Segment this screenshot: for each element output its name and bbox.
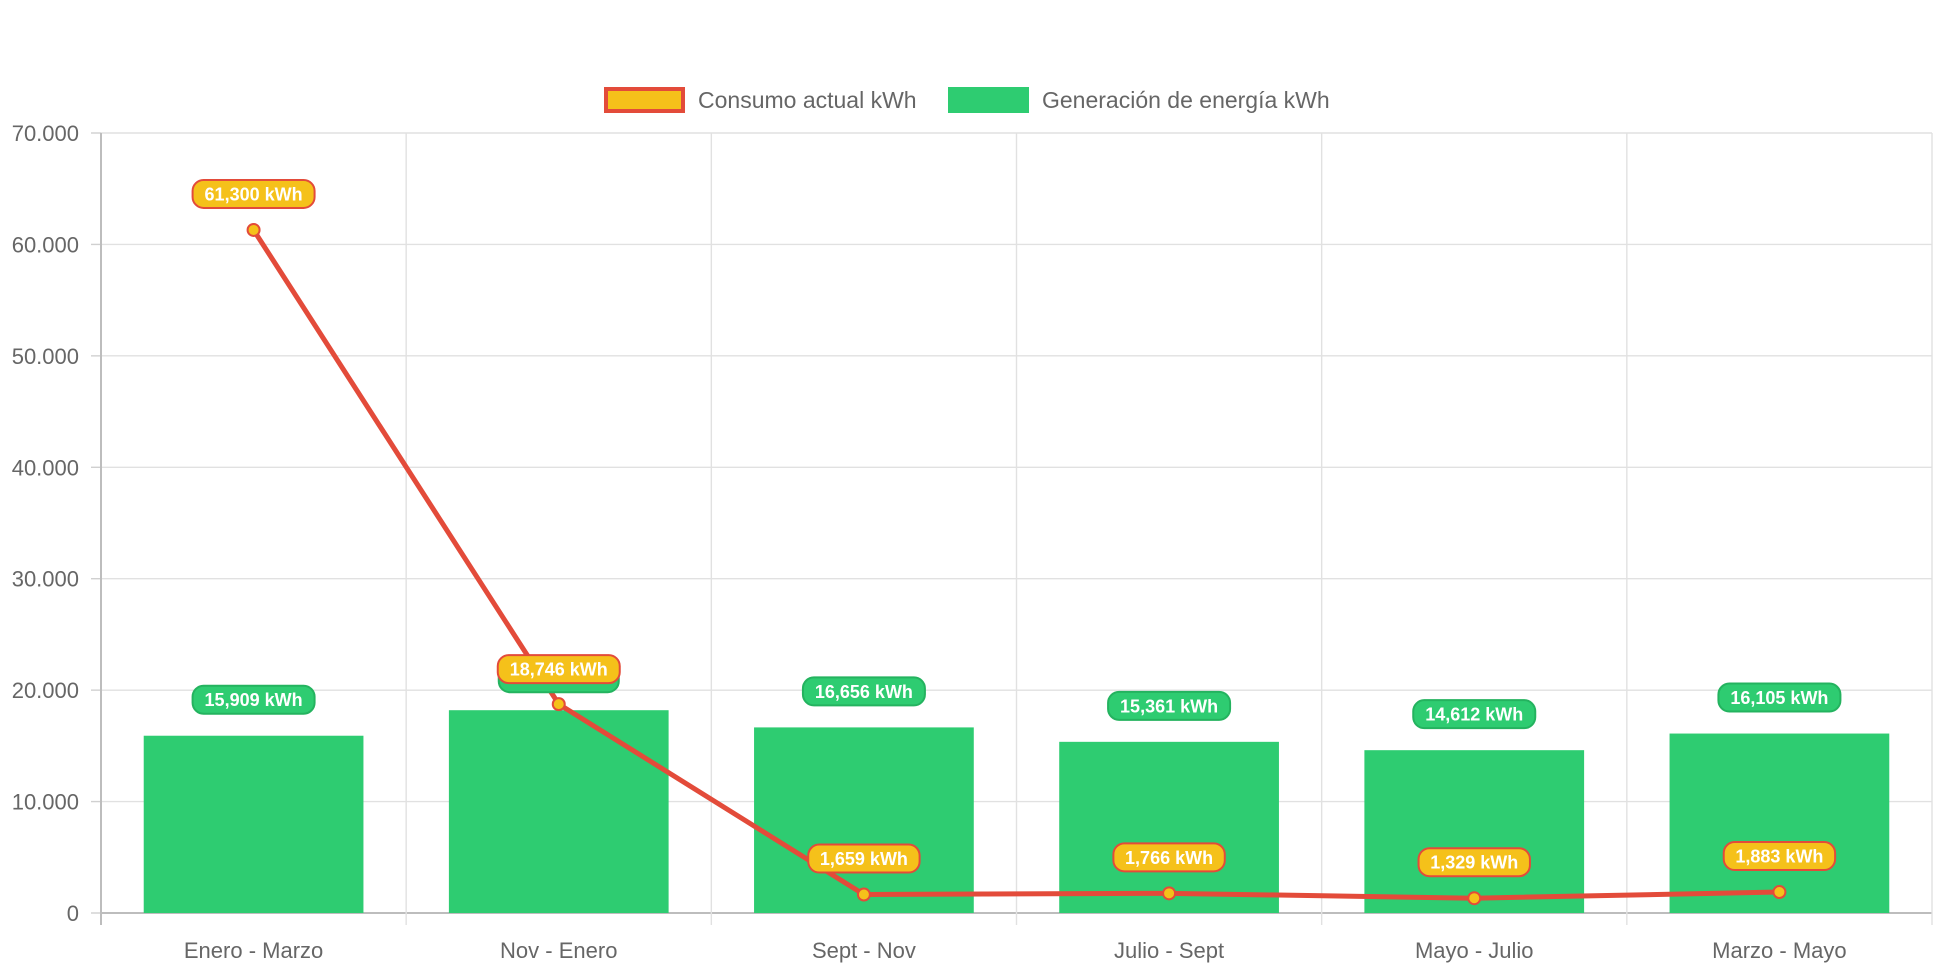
bar-data-label-text: 15,909 kWh xyxy=(205,690,303,710)
bar-data-label-background xyxy=(1412,699,1537,730)
line-point[interactable] xyxy=(246,222,261,237)
legend-item[interactable]: Consumo actual kWh xyxy=(604,87,917,113)
y-tick-label: 10.000 xyxy=(12,790,79,815)
x-tick-label: Marzo - Mayo xyxy=(1712,938,1846,963)
data-labels: 15,909 kWh 16,656 kWh 15,361 kWh 14,612 kWh… xyxy=(191,178,1842,878)
bar-data-label-background xyxy=(801,676,926,707)
line-data-label-text: 18,746 kWh xyxy=(510,660,608,680)
bar-data-label-background xyxy=(1107,690,1232,721)
x-tick-label: Mayo - Julio xyxy=(1415,938,1534,963)
legend-swatch xyxy=(948,87,1029,113)
line-data-label-background xyxy=(1722,841,1837,872)
line-data-label: 1,329 kWh xyxy=(1417,847,1531,878)
bar-data-label: 14,612 kWh xyxy=(1412,699,1537,730)
line-data-label-text: 61,300 kWh xyxy=(205,184,303,204)
axes: 0 10.000 20.000 30.000 40.000 50.000 60.000 70.… xyxy=(12,121,1847,963)
line-point[interactable] xyxy=(1772,885,1787,900)
line-data-label-background xyxy=(1417,847,1531,878)
line-data-label-background xyxy=(191,178,316,209)
y-tick-label: 40.000 xyxy=(12,455,79,480)
y-tick-label: 20.000 xyxy=(12,678,79,703)
bar-data-label: 15,361 kWh xyxy=(1107,690,1232,721)
legend-label: Generación de energía kWh xyxy=(1042,87,1330,113)
line-point[interactable] xyxy=(856,887,871,902)
line-data-label-text: 1,659 kWh xyxy=(820,849,908,869)
bar-data-label: 16,105 kWh xyxy=(1717,682,1842,713)
bar[interactable] xyxy=(1669,733,1890,913)
bar-data-label-text: 16,656 kWh xyxy=(815,682,913,702)
line-data-label-text: 1,766 kWh xyxy=(1125,848,1213,868)
bar-data-label-text: 15,361 kWh xyxy=(1120,696,1218,716)
bar[interactable] xyxy=(448,710,669,913)
bar-data-label-background xyxy=(1717,682,1842,713)
y-tick-label: 50.000 xyxy=(12,344,79,369)
line-data-label: 18,746 kWh xyxy=(496,654,621,685)
line-point[interactable] xyxy=(1162,886,1177,901)
bar-data-label-text: 14,612 kWh xyxy=(1425,705,1523,725)
line-data-label-background xyxy=(807,843,921,874)
bar-data-label-background xyxy=(191,684,316,715)
line-point[interactable] xyxy=(551,697,566,712)
x-tick-label: Sept - Nov xyxy=(812,938,916,963)
line-point[interactable] xyxy=(1467,891,1482,906)
x-tick-label: Julio - Sept xyxy=(1114,938,1224,963)
bar-data-label: 15,909 kWh xyxy=(191,684,316,715)
line-path xyxy=(251,228,1780,901)
grid-lines xyxy=(91,132,1933,925)
y-tick-label: 30.000 xyxy=(12,567,79,592)
bar[interactable] xyxy=(1364,750,1585,913)
y-tick-label: 60.000 xyxy=(12,232,79,257)
y-tick-label: 70.000 xyxy=(12,121,79,146)
line-data-label: 1,659 kWh xyxy=(807,843,921,874)
line-data-label-text: 1,883 kWh xyxy=(1735,847,1823,867)
legend-label: Consumo actual kWh xyxy=(698,87,917,113)
line-series xyxy=(246,222,1787,906)
line-data-label: 61,300 kWh xyxy=(191,178,316,209)
legend-item[interactable]: Generación de energía kWh xyxy=(948,87,1330,113)
line-data-label: 1,766 kWh xyxy=(1112,842,1226,873)
legend[interactable]: Consumo actual kWh Generación de energía … xyxy=(604,87,1330,113)
bar-data-label-text: 16,105 kWh xyxy=(1730,688,1828,708)
line-data-label: 1,883 kWh xyxy=(1722,841,1837,872)
legend-swatch xyxy=(604,87,685,113)
x-tick-label: Nov - Enero xyxy=(500,938,617,963)
x-tick-label: Enero - Marzo xyxy=(184,938,323,963)
line-data-label-background xyxy=(1112,842,1226,873)
bar-series xyxy=(143,710,1890,913)
bar[interactable] xyxy=(1059,741,1279,913)
bar[interactable] xyxy=(143,735,364,913)
bar-data-label: 16,656 kWh xyxy=(801,676,926,707)
line-data-label-background xyxy=(496,654,621,685)
bar[interactable] xyxy=(754,727,974,913)
line-data-label-text: 1,329 kWh xyxy=(1430,853,1518,873)
y-tick-label: 0 xyxy=(67,901,79,926)
